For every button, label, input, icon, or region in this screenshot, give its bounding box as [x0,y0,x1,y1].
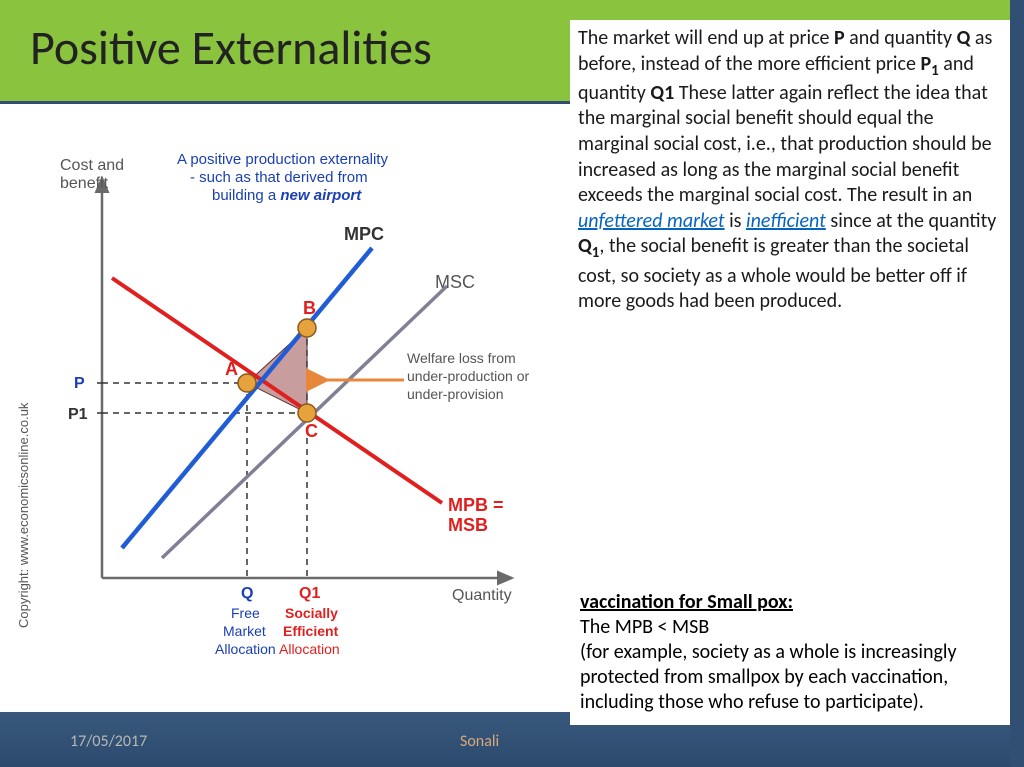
svg-text:under-production or: under-production or [407,368,530,384]
svg-text:Socially: Socially [285,605,338,621]
externality-chart: Copyright: www.economicsonline.co.uk Cos… [12,138,562,708]
svg-text:Quantity: Quantity [452,587,512,604]
svg-text:P: P [74,375,85,392]
body-text: , the social benefit is greater than the… [578,234,969,313]
svg-text:Welfare loss from: Welfare loss from [407,350,516,366]
body-bold: Q [957,26,971,50]
svg-text:- such as that derived from: - such as that derived from [190,169,368,186]
decorative-right-edge [1010,0,1024,767]
svg-text:benefit: benefit [60,175,109,192]
body-bold: Q [578,234,592,258]
vaccination-line: The MPB < MSB [580,615,1000,640]
svg-text:MPB =: MPB = [448,495,504,515]
svg-text:B: B [303,298,316,318]
svg-text:Market: Market [223,623,266,639]
svg-text:building a new airport: building a new airport [212,187,362,204]
svg-text:Cost and: Cost and [60,157,124,174]
body-text: since at the quantity [826,209,996,233]
chart-copyright: Copyright: www.economicsonline.co.uk [16,403,31,628]
body-bold: Q1 [650,81,674,105]
body-text: is [725,209,746,233]
svg-text:MSB: MSB [448,515,488,535]
body-subscript: 1 [931,62,939,80]
svg-text:MSC: MSC [435,272,475,292]
svg-text:Q: Q [241,585,253,602]
vaccination-line: (for example, society as a whole is incr… [580,640,1000,715]
svg-text:A: A [225,359,238,379]
footer-author: Sonali [460,732,499,751]
inefficient-link[interactable]: inefficient [746,209,826,233]
svg-text:Q1: Q1 [299,585,320,602]
body-text-block: The market will end up at price P and qu… [570,20,1010,321]
svg-text:C: C [305,421,318,441]
svg-text:Allocation: Allocation [215,641,276,657]
svg-text:under-provision: under-provision [407,386,504,402]
svg-text:Efficient: Efficient [283,623,339,639]
body-bold: P [834,26,845,50]
svg-text:MPC: MPC [344,224,384,244]
body-text: and quantity [845,26,957,50]
vaccination-heading: vaccination for Small pox: [580,590,1000,615]
unfettered-market-link[interactable]: unfettered market [578,209,725,233]
chart-svg: Cost andbenefit Quantity A positive produc… [12,138,562,708]
svg-text:Allocation: Allocation [279,641,340,657]
svg-text:A positive production external: A positive production externality [177,151,388,168]
body-text: The market will end up at price [578,26,834,50]
body-bold: P [920,52,931,76]
svg-text:P1: P1 [68,406,88,423]
svg-text:Free: Free [231,605,260,621]
footer-date: 17/05/2017 [70,732,147,751]
vaccination-box: vaccination for Small pox: The MPB < MSB… [570,584,1010,725]
